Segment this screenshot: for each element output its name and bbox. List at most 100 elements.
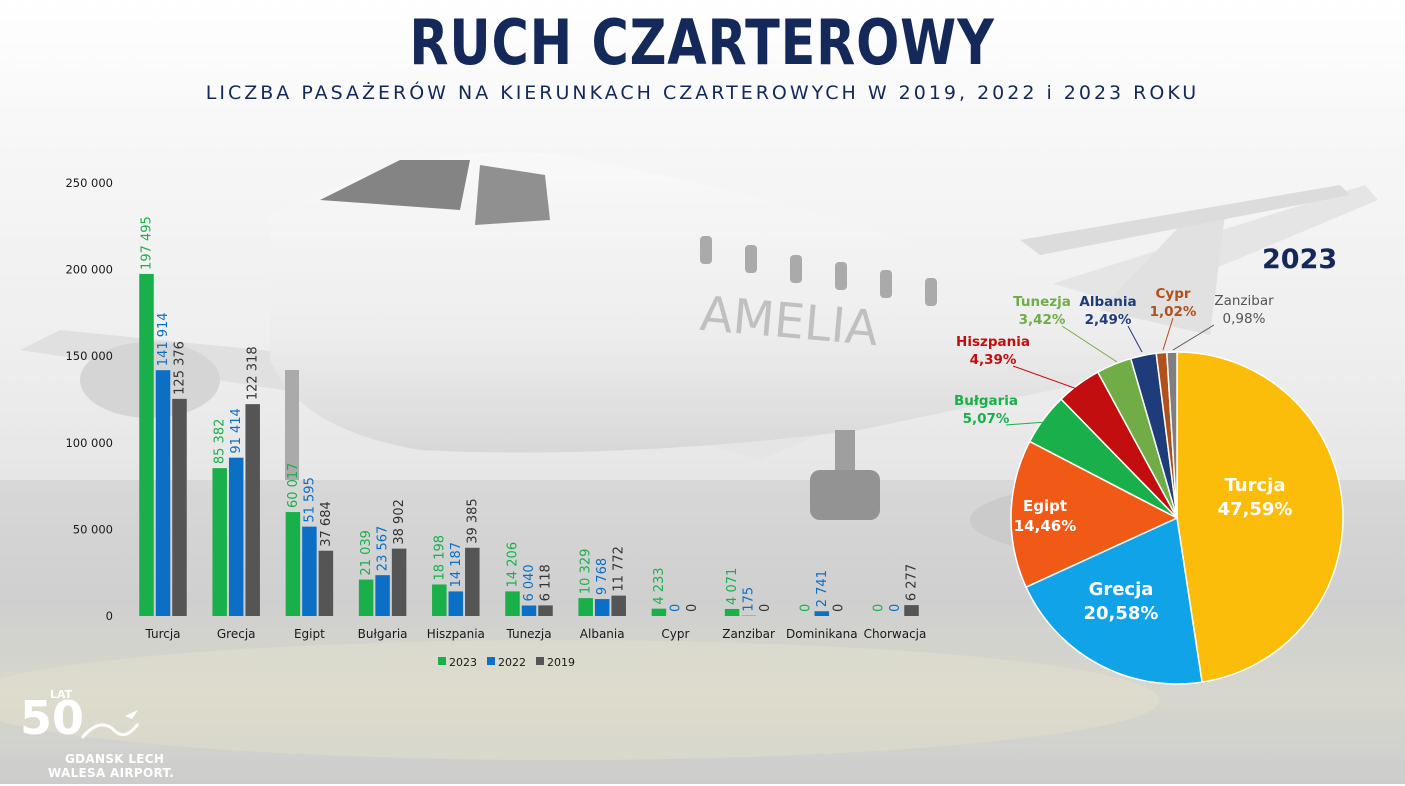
pie-label: Hiszpania xyxy=(956,334,1030,350)
bar xyxy=(505,591,520,616)
bar xyxy=(229,458,244,616)
x-tick-label: Dominikana xyxy=(786,627,858,641)
data-label: 0 xyxy=(758,604,773,612)
data-label: 4 233 xyxy=(652,567,667,604)
bar xyxy=(286,512,301,616)
data-label: 18 198 xyxy=(432,535,447,581)
pie-leader-line xyxy=(1128,326,1142,352)
y-tick-label: 150 000 xyxy=(65,349,113,363)
data-label: 125 376 xyxy=(173,341,188,395)
bar xyxy=(522,606,537,616)
logo-line-1: GDANSK LECH xyxy=(65,752,164,766)
x-tick-label: Tunezja xyxy=(505,627,551,641)
pie-leader-line xyxy=(1013,366,1080,390)
bar xyxy=(392,549,407,616)
data-label: 51 595 xyxy=(302,477,317,523)
pie-value-label: 5,07% xyxy=(963,411,1010,427)
bar xyxy=(652,609,667,616)
pie-label: Albania xyxy=(1079,294,1136,310)
signature-icon xyxy=(82,724,138,738)
data-label: 6 277 xyxy=(905,564,920,601)
bar xyxy=(375,575,390,616)
logo-line-2: WALESA AIRPORT. xyxy=(48,766,174,780)
data-label: 141 914 xyxy=(156,312,171,366)
data-label: 0 xyxy=(888,604,903,612)
y-tick-label: 200 000 xyxy=(65,263,113,277)
pie-leader-line xyxy=(1062,326,1117,362)
bar xyxy=(725,609,740,616)
x-tick-label: Cypr xyxy=(661,627,689,641)
data-label: 197 495 xyxy=(140,216,155,270)
legend-swatch xyxy=(438,657,446,665)
pie-value-label: 2,49% xyxy=(1085,312,1132,328)
bar xyxy=(156,370,171,616)
bar xyxy=(815,611,830,616)
legend-label: 2023 xyxy=(449,656,477,669)
bar xyxy=(611,596,626,616)
pie-chart: Turcja47,59%Grecja20,58%Egipt14,46%Bułga… xyxy=(954,286,1343,684)
pie-label: Tunezja xyxy=(1013,294,1071,310)
bar xyxy=(319,551,334,616)
y-tick-label: 250 000 xyxy=(65,176,113,190)
pie-leader-line xyxy=(1163,318,1173,350)
y-tick-label: 0 xyxy=(106,609,113,623)
pie-label: Bułgaria xyxy=(954,393,1018,409)
data-label: 2 741 xyxy=(815,570,830,607)
bar xyxy=(465,548,480,616)
legend-swatch xyxy=(487,657,495,665)
data-label: 14 206 xyxy=(506,542,521,588)
bar xyxy=(302,527,317,616)
data-label: 91 414 xyxy=(229,408,244,454)
y-tick-label: 100 000 xyxy=(65,436,113,450)
data-label: 39 385 xyxy=(465,498,480,544)
bar xyxy=(449,591,464,616)
pie-leader-line xyxy=(1173,325,1214,350)
y-tick-label: 50 000 xyxy=(73,522,113,536)
data-label: 0 xyxy=(872,604,887,612)
x-tick-label: Grecja xyxy=(217,627,256,641)
pie-value-label: 3,42% xyxy=(1019,312,1066,328)
data-label: 6 040 xyxy=(522,564,537,601)
data-label: 37 684 xyxy=(319,501,334,547)
x-tick-label: Egipt xyxy=(294,627,325,641)
data-label: 38 902 xyxy=(392,499,407,545)
data-label: 175 xyxy=(742,587,757,612)
data-label: 14 187 xyxy=(449,542,464,588)
bar xyxy=(139,274,154,616)
data-label: 6 118 xyxy=(539,564,554,601)
bar xyxy=(359,580,374,616)
bar xyxy=(432,584,447,616)
bar xyxy=(172,399,187,616)
x-tick-label: Zanzibar xyxy=(722,627,775,641)
pie-value-label: 0,98% xyxy=(1223,311,1266,327)
data-label: 11 772 xyxy=(612,546,627,592)
data-label: 9 768 xyxy=(595,558,610,595)
legend-label: 2019 xyxy=(547,656,575,669)
data-label: 21 039 xyxy=(359,530,374,576)
pie-label: Turcja xyxy=(1225,475,1286,496)
x-tick-label: Bułgaria xyxy=(358,627,408,641)
x-tick-label: Chorwacja xyxy=(864,627,927,641)
pie-label: Grecja xyxy=(1089,579,1154,600)
pie-value-label: 47,59% xyxy=(1218,499,1293,520)
pie-value-label: 20,58% xyxy=(1084,603,1159,624)
x-tick-label: Hiszpania xyxy=(427,627,485,641)
pie-value-label: 14,46% xyxy=(1014,517,1076,535)
legend-swatch xyxy=(536,657,544,665)
bar xyxy=(538,605,553,616)
bar xyxy=(904,605,919,616)
data-label: 60 017 xyxy=(286,463,301,509)
bar xyxy=(595,599,610,616)
pie-label: Zanzibar xyxy=(1214,293,1274,309)
x-tick-label: Albania xyxy=(580,627,625,641)
logo-lat: LAT xyxy=(50,688,73,701)
x-tick-label: Turcja xyxy=(144,627,180,641)
legend-label: 2022 xyxy=(498,656,526,669)
data-label: 122 318 xyxy=(246,346,261,400)
data-label: 0 xyxy=(668,604,683,612)
pie-value-label: 4,39% xyxy=(970,352,1017,368)
bar xyxy=(212,468,227,616)
data-label: 0 xyxy=(685,604,700,612)
data-label: 0 xyxy=(831,604,846,612)
